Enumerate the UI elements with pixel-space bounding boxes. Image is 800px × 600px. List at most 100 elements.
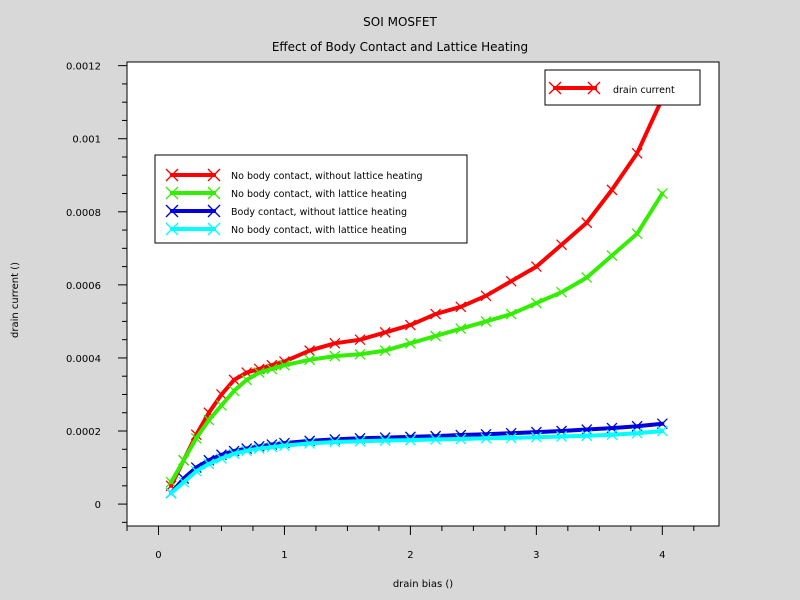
data-point-marker (354, 334, 366, 346)
legend-marker (587, 81, 601, 95)
data-point-marker (379, 326, 391, 338)
data-point-marker (241, 374, 253, 386)
data-point-marker (480, 315, 492, 327)
x-tick-label: 3 (533, 550, 539, 561)
series-2 (165, 188, 668, 488)
legend-marker (207, 168, 221, 182)
data-point-marker (354, 435, 366, 447)
data-point-marker (505, 432, 517, 444)
data-point-marker (581, 272, 593, 284)
legend-label: No body contact, with lattice heating (231, 189, 407, 200)
chart-title: SOI MOSFET (363, 15, 437, 29)
legend-marker (207, 222, 221, 236)
legend-main-entries: No body contact, without lattice heating… (165, 168, 423, 236)
data-point-marker (190, 432, 202, 444)
data-point-marker (656, 425, 668, 437)
data-point-marker (480, 432, 492, 444)
data-point-marker (253, 367, 265, 379)
legend-marker (548, 81, 562, 95)
x-tick-label: 1 (281, 550, 287, 561)
data-point-marker (278, 440, 290, 452)
data-point-marker (581, 430, 593, 442)
data-point-marker (404, 337, 416, 349)
legend-top-right-swatch (548, 81, 601, 95)
y-tick-label: 0.0012 (66, 62, 101, 73)
data-point-marker (253, 443, 265, 455)
data-point-marker (404, 319, 416, 331)
chart-subtitle: Effect of Body Contact and Lattice Heati… (272, 40, 528, 54)
plot-area (126, 61, 720, 527)
legend-top-right: drain current (544, 69, 701, 106)
data-point-marker (455, 433, 467, 445)
x-axis: 0 1 2 3 4 (126, 526, 695, 561)
y-tick-label: 0.0004 (66, 354, 101, 365)
data-point-marker (165, 476, 177, 488)
data-point-marker (606, 429, 618, 441)
legend-marker (207, 186, 221, 200)
legend-marker (207, 204, 221, 218)
series-1 (165, 93, 668, 492)
data-point-marker (505, 308, 517, 320)
series-layer (165, 93, 668, 499)
data-point-marker (556, 431, 568, 442)
x-tick-label: 0 (155, 550, 161, 561)
y-tick-label: 0.0006 (66, 281, 101, 292)
data-point-marker (455, 301, 467, 313)
x-tick-label: 4 (659, 550, 665, 561)
legend-entry: No body contact, without lattice heating (165, 168, 423, 182)
data-point-marker (379, 345, 391, 357)
x-axis-label: drain bias () (393, 579, 453, 590)
y-axis: 0 0.0002 0.0004 0.0006 0.0008 0.001 0.0012 (66, 62, 127, 523)
data-point-marker (455, 323, 467, 335)
data-point-marker (304, 354, 316, 366)
data-point-marker (404, 434, 416, 446)
legend-main: No body contact, without lattice heating… (154, 154, 468, 244)
data-point-marker (354, 348, 366, 360)
data-point-marker (606, 250, 618, 262)
data-point-marker (480, 290, 492, 302)
data-point-marker (556, 425, 568, 437)
data-point-marker (216, 389, 227, 400)
data-point-marker (165, 487, 177, 499)
y-tick-label: 0 (95, 500, 101, 511)
legend-entry: No body contact, with lattice heating (165, 222, 407, 236)
data-point-marker (581, 217, 593, 229)
data-point-marker (430, 330, 442, 342)
data-point-marker (241, 445, 253, 457)
legend-label: No body contact, without lattice heating (231, 171, 423, 182)
data-point-marker (530, 261, 542, 273)
data-point-marker (304, 345, 316, 357)
data-point-marker (329, 337, 341, 349)
data-point-marker (631, 427, 643, 439)
legend-label: No body contact, with lattice heating (231, 225, 407, 236)
data-point-marker (656, 188, 668, 199)
data-point-marker (203, 458, 215, 470)
data-point-marker (266, 441, 278, 453)
data-point-marker (266, 363, 278, 375)
data-point-marker (278, 359, 290, 371)
y-tick-label: 0.0002 (66, 427, 101, 438)
data-point-marker (631, 228, 643, 240)
data-point-marker (190, 465, 202, 477)
data-point-marker (631, 147, 643, 159)
series-4 (165, 425, 668, 499)
legend-marker (165, 168, 179, 182)
data-point-marker (430, 308, 442, 320)
data-point-marker (430, 433, 442, 445)
data-point-marker (228, 374, 240, 386)
data-point-marker (329, 436, 341, 448)
legend-entry: Body contact, without lattice heating (165, 204, 407, 218)
data-point-marker (505, 275, 517, 287)
data-point-marker (203, 414, 215, 426)
x-tick-label: 2 (407, 550, 413, 561)
y-tick-label: 0.0008 (66, 208, 101, 219)
legend-marker (165, 222, 179, 236)
data-point-marker (530, 431, 542, 443)
data-point-marker (329, 350, 341, 362)
data-point-marker (216, 452, 227, 464)
y-axis-label: drain current () (10, 262, 21, 338)
data-point-marker (178, 476, 190, 488)
legend-top-right-label: drain current (613, 85, 675, 96)
legend-entry: No body contact, with lattice heating (165, 186, 407, 200)
